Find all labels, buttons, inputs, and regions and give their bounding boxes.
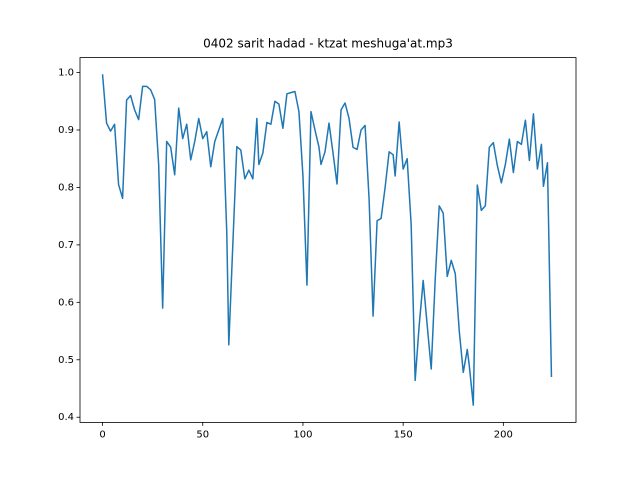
y-tick-label: 0.5	[58, 355, 74, 366]
x-tick-label: 0	[99, 429, 105, 440]
y-tick-label: 1.0	[58, 68, 74, 79]
line	[101, 74, 553, 406]
y-tick-label: 0.8	[58, 182, 74, 193]
y-tick-label: 0.9	[58, 125, 74, 136]
plot-frame	[79, 57, 577, 423]
x-tick-label: 50	[196, 429, 209, 440]
x-tick-label: 100	[293, 429, 312, 440]
x-tick-label: 150	[394, 429, 413, 440]
chart-title: 0402 sarit hadad - ktzat meshuga'at.mp3	[203, 37, 453, 51]
y-tick-label: 0.6	[58, 297, 74, 308]
y-tick-label: 0.4	[58, 412, 74, 423]
y-tick-label: 0.7	[58, 240, 74, 251]
x-tick-label: 200	[494, 429, 513, 440]
